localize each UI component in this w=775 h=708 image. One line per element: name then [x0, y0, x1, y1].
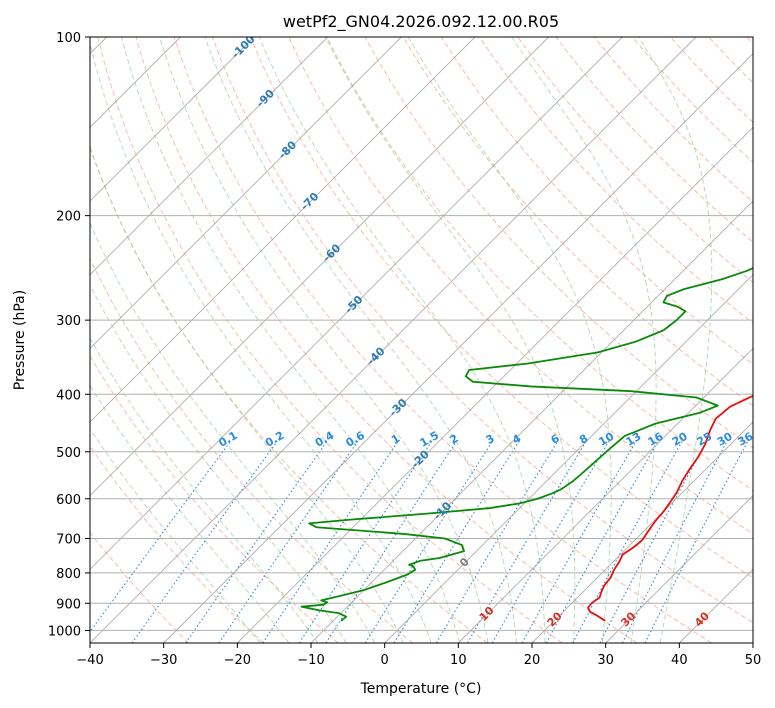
y-tick-label: 600: [56, 493, 81, 508]
moist-adiabat: [90, 283, 347, 643]
moist-adiabat: [90, 428, 261, 643]
isotherm: [458, 347, 753, 643]
mixing-ratio-line: [521, 440, 637, 643]
dry-adiabat: [90, 355, 339, 643]
y-axis-label: Pressure (hPa): [12, 290, 28, 390]
isotherm: [163, 53, 753, 643]
x-tick-label: 20: [524, 653, 541, 668]
mixing-ratio-line: [185, 440, 328, 643]
isotherm: [90, 37, 623, 570]
dry-adiabat: [135, 37, 638, 643]
moist-adiabat: [407, 37, 612, 643]
mixing-ratio-line: [90, 440, 232, 633]
isotherm: [90, 37, 402, 349]
y-tick-label: 700: [56, 533, 81, 548]
dry-adiabat: [250, 37, 753, 579]
moist-adiabat: [637, 37, 713, 643]
mixing-ratio-line: [218, 440, 359, 643]
moist-adiabat: [204, 37, 517, 643]
moist-adiabat: [90, 41, 432, 643]
profile-lines: [300, 267, 753, 622]
chart-title: wetPf2_GN04.2026.092.12.00.R05: [283, 12, 559, 32]
mixing-ratio-label: 36: [735, 430, 755, 449]
dry-adiabat: [90, 445, 264, 643]
isotherm: [310, 200, 753, 643]
x-tick-label: 10: [450, 653, 467, 668]
isotherm: [90, 37, 697, 643]
plot-frame: [89, 36, 754, 644]
dry-adiabat: [90, 531, 190, 643]
x-tick-label: 30: [597, 653, 614, 668]
mixing-ratio-line: [572, 441, 683, 643]
y-tick-label: 1000: [48, 624, 81, 639]
y-tick-label: 400: [56, 388, 81, 403]
moist-adiabat: [90, 384, 290, 643]
y-tick-label: 200: [56, 210, 81, 225]
dry-adiabat: [440, 37, 753, 365]
isotherm: [384, 274, 753, 643]
dewpoint-profile: [300, 267, 753, 622]
mixing-ratio-line: [325, 440, 457, 643]
moist-adiabat: [90, 337, 319, 643]
y-tick-label: 100: [56, 31, 81, 46]
mixing-ratio-line: [298, 440, 433, 643]
isotherm: [531, 421, 753, 643]
dry-adiabat: [90, 257, 414, 643]
temperature-profile: [587, 395, 753, 622]
dry-adiabat: [517, 37, 753, 283]
isotherm: [605, 495, 753, 643]
x-axis-label: Temperature (°C): [360, 681, 482, 697]
mixing-ratio-line: [262, 440, 399, 643]
isotherm: [90, 37, 255, 202]
x-tick-label: 0: [381, 653, 389, 668]
axes: −40 −30 −20 −10 0 10 20 30 40 50 100 200 300 400 500 60…: [48, 31, 761, 668]
isotherm: [90, 37, 328, 276]
x-tick-label: 40: [671, 653, 688, 668]
y-tick-label: 300: [56, 314, 81, 329]
dry-adiabat: [326, 37, 753, 492]
moist-adiabat: [159, 37, 489, 643]
x-tick-label: −10: [297, 653, 324, 668]
x-tick-label: −30: [150, 653, 177, 668]
moist-adiabat: [120, 37, 461, 643]
isotherm: [90, 37, 476, 423]
moist-adiabat: [258, 37, 546, 643]
dry-adiabat: [173, 37, 712, 643]
background-lines: [90, 37, 753, 643]
moist-adiabat: [90, 221, 376, 643]
y-tick-label: 500: [56, 446, 81, 461]
dry-adiabat: [97, 37, 563, 643]
moist-adiabat: [511, 37, 657, 643]
x-tick-label: −40: [76, 653, 103, 668]
x-tick-label: 50: [745, 653, 762, 668]
moist-adiabat: [90, 145, 404, 643]
dry-adiabat: [211, 37, 753, 624]
y-tick-label: 800: [56, 567, 81, 582]
mixing-ratio-line: [435, 440, 559, 643]
mixing-ratio-line: [491, 440, 610, 643]
isotherm: [90, 37, 549, 497]
y-tick-label: 900: [56, 597, 81, 612]
mixing-ratio-line: [467, 440, 587, 643]
dry-adiabat: [402, 37, 753, 407]
mixing-ratio-line: [131, 440, 278, 643]
mixing-ratio-line: [545, 440, 659, 643]
x-tick-label: −20: [224, 653, 251, 668]
isotherm: [237, 126, 753, 643]
